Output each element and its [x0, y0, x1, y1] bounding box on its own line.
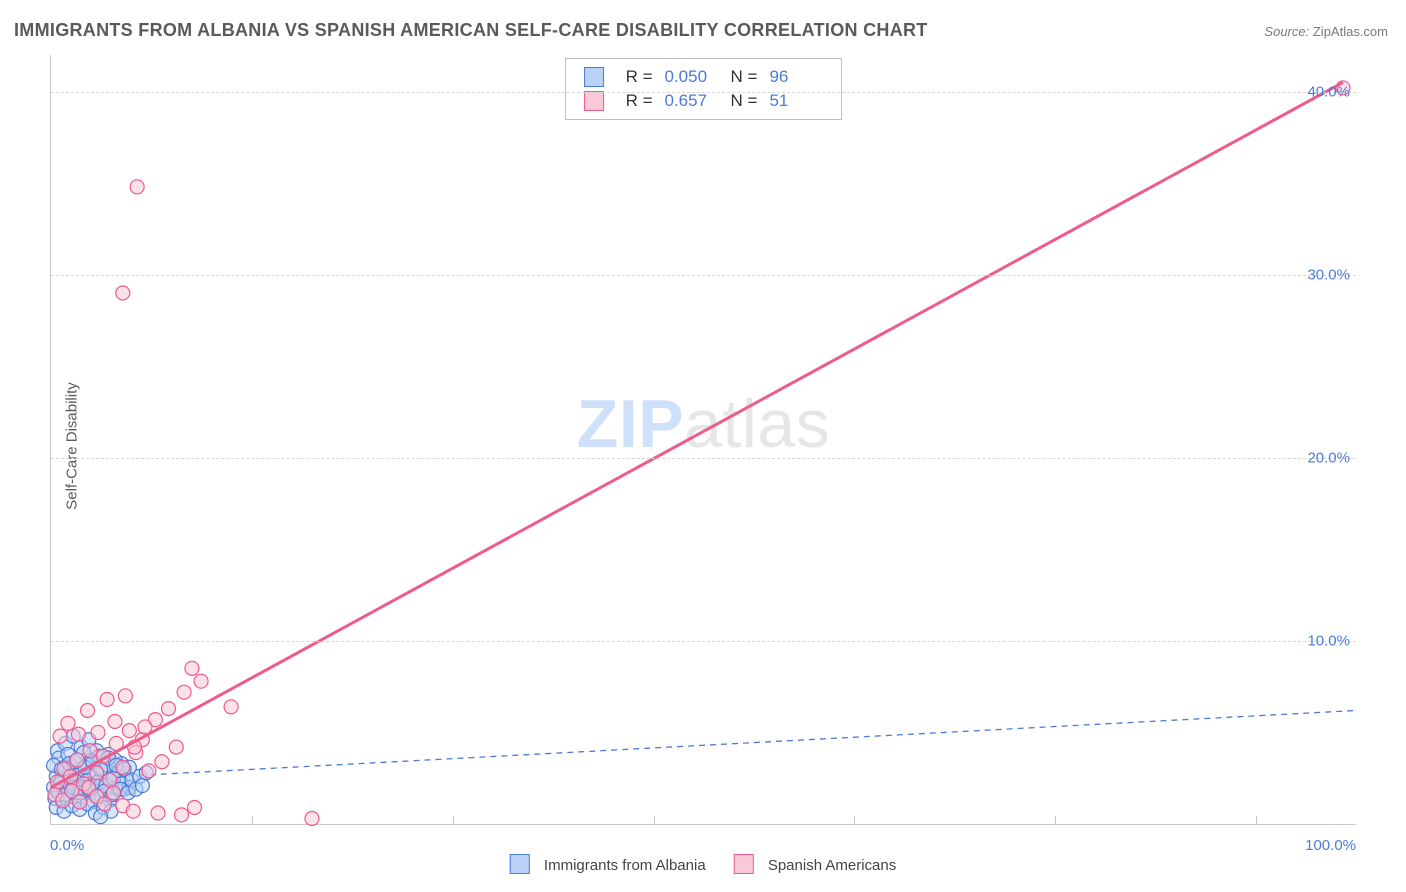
legend-swatch-blue [584, 67, 604, 87]
source-value: ZipAtlas.com [1313, 24, 1388, 39]
y-tick-label: 10.0% [1307, 632, 1350, 649]
watermark: ZIPatlas [577, 385, 830, 463]
legend-swatch-pink [584, 91, 604, 111]
watermark-atlas: atlas [684, 386, 830, 462]
watermark-zip: ZIP [577, 386, 684, 462]
series-swatch-blue [510, 854, 530, 874]
y-tick-label: 40.0% [1307, 83, 1350, 100]
x-axis-end-label: 100.0% [1305, 837, 1356, 854]
series-legend: Immigrants from Albania Spanish American… [510, 854, 896, 874]
legend-N-value-blue: 96 [769, 65, 823, 89]
legend-R-value-blue: 0.050 [665, 65, 719, 89]
y-tick-label: 20.0% [1307, 449, 1350, 466]
source-label: Source: [1264, 24, 1309, 39]
series-label-pink: Spanish Americans [768, 857, 896, 874]
x-axis-start-label: 0.0% [50, 837, 84, 854]
legend-row-blue: R = 0.050 N = 96 [584, 65, 824, 89]
series-legend-item-pink: Spanish Americans [734, 854, 897, 874]
chart-svg-layer [51, 55, 1356, 824]
y-tick-label: 30.0% [1307, 266, 1350, 283]
chart-title: IMMIGRANTS FROM ALBANIA VS SPANISH AMERI… [14, 20, 928, 41]
chart-plot-area: ZIPatlas R = 0.050 N = 96 R = 0.657 N = … [50, 55, 1356, 825]
series-swatch-pink [734, 854, 754, 874]
correlation-legend: R = 0.050 N = 96 R = 0.657 N = 51 [565, 58, 843, 120]
series-legend-item-blue: Immigrants from Albania [510, 854, 706, 874]
legend-N-label: N = [731, 65, 758, 89]
legend-R-label: R = [626, 65, 653, 89]
source-attribution: Source: ZipAtlas.com [1264, 24, 1388, 39]
series-label-blue: Immigrants from Albania [544, 857, 706, 874]
